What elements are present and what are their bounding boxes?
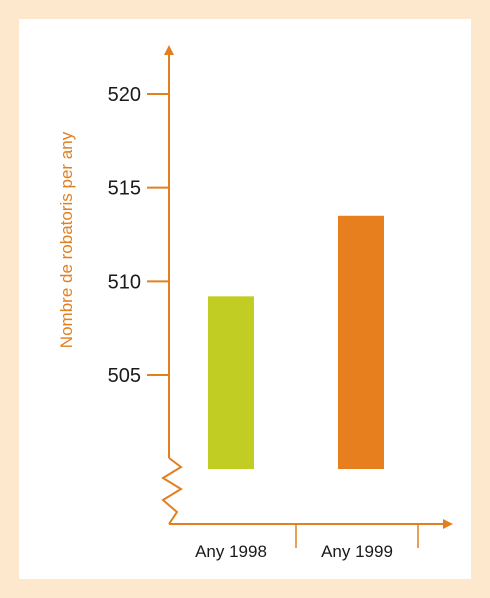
x-category-label-1: Any 1998 bbox=[195, 542, 267, 561]
y-tick-label-520: 520 bbox=[108, 84, 141, 106]
y-tick-label-510: 510 bbox=[108, 271, 141, 293]
bar-any-1999 bbox=[338, 215, 384, 469]
y-tick-label-515: 515 bbox=[108, 178, 141, 200]
y-axis-label: Nombre de robatoris per any bbox=[57, 131, 76, 348]
y-tick-label-505: 505 bbox=[108, 365, 141, 387]
y-axis-break bbox=[161, 457, 183, 525]
bar-any-1998 bbox=[208, 296, 254, 469]
x-category-label-2: Any 1999 bbox=[321, 542, 393, 561]
